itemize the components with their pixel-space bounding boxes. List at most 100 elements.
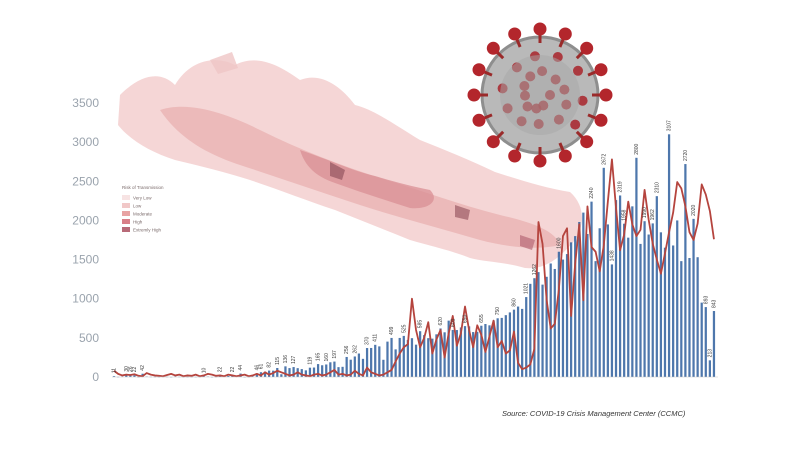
bar xyxy=(386,341,389,377)
bar xyxy=(618,195,622,377)
bar xyxy=(590,201,593,377)
bar xyxy=(227,375,230,377)
bar xyxy=(353,356,356,377)
bar-data-label: 136 xyxy=(283,355,289,364)
bar xyxy=(365,348,369,377)
bar xyxy=(521,308,524,377)
bar xyxy=(472,332,475,377)
legend-item-label: Moderate xyxy=(133,212,153,217)
trend-line-series xyxy=(113,158,715,378)
bar xyxy=(357,353,361,377)
spike-protein xyxy=(580,41,594,55)
legend-swatch xyxy=(122,227,130,232)
legend-item-label: Very Low xyxy=(133,196,152,201)
bar xyxy=(598,228,601,377)
bar xyxy=(586,233,589,377)
bar-data-label: 1438 xyxy=(609,250,615,261)
bar xyxy=(708,360,711,377)
bar xyxy=(635,157,638,377)
bar xyxy=(623,223,626,377)
bar xyxy=(594,261,597,377)
bar xyxy=(639,243,642,377)
bar xyxy=(439,328,442,377)
y-tick-label: 2000 xyxy=(72,213,99,227)
bar-data-label: 411 xyxy=(373,334,379,342)
spike-protein xyxy=(558,27,572,41)
bar-data-label: 213 xyxy=(707,349,713,358)
bar xyxy=(129,374,132,377)
bar xyxy=(341,366,344,377)
bar xyxy=(361,358,365,377)
bar xyxy=(321,365,324,377)
bar xyxy=(325,364,328,377)
bar xyxy=(337,367,340,377)
bar xyxy=(659,232,663,377)
bar xyxy=(480,325,483,377)
bar xyxy=(561,259,565,377)
legend-swatch xyxy=(122,211,130,216)
bar xyxy=(663,247,667,377)
bar-data-label: 44 xyxy=(238,365,244,371)
bar xyxy=(451,329,454,377)
bar-data-label: 61 xyxy=(258,363,264,369)
bar xyxy=(431,338,434,377)
bar-data-label: 2310 xyxy=(654,182,660,193)
bar xyxy=(455,330,458,377)
bar xyxy=(419,331,422,377)
source-note: Source: COVID-19 Crisis Management Cente… xyxy=(502,409,686,418)
spike-protein xyxy=(472,113,486,127)
bar-data-label: 585 xyxy=(418,320,424,329)
legend-title: Risk of Transmission xyxy=(122,185,164,190)
bar xyxy=(423,335,426,377)
bar xyxy=(476,331,479,377)
y-tick-label: 3000 xyxy=(72,135,99,149)
spike-protein xyxy=(558,149,572,163)
y-tick-label: 0 xyxy=(92,370,99,384)
bar xyxy=(574,236,577,377)
bar-data-label: 655 xyxy=(479,314,485,323)
bar-data-label: 10 xyxy=(201,367,207,373)
bar-data-label: 2319 xyxy=(618,181,624,192)
bar-data-label: 256 xyxy=(344,345,350,354)
bar-data-label: 650 xyxy=(463,315,469,324)
bar-data-label: 499 xyxy=(389,326,395,335)
bar-data-label: 860 xyxy=(511,298,517,307)
bar-data-label: 893 xyxy=(703,296,709,305)
bar xyxy=(414,344,418,377)
bar xyxy=(643,221,646,377)
bar xyxy=(680,261,683,377)
bar xyxy=(133,375,136,377)
bar xyxy=(300,369,303,377)
bar xyxy=(529,283,532,377)
bar xyxy=(488,325,491,377)
bar-data-label: 3107 xyxy=(667,120,673,131)
bar xyxy=(398,337,401,377)
bar xyxy=(578,221,581,377)
bar-data-label: 262 xyxy=(352,345,358,354)
legend-item-label: High xyxy=(133,220,143,225)
bar-data-label: 843 xyxy=(711,299,717,308)
bar xyxy=(263,371,267,377)
bar xyxy=(516,306,520,377)
bar xyxy=(684,164,687,377)
bar-data-label: 22 xyxy=(218,366,224,372)
y-tick-label: 1500 xyxy=(72,253,99,267)
bar xyxy=(651,223,654,377)
bar xyxy=(672,245,675,377)
legend-item-label: Extremly High xyxy=(133,228,162,233)
bar xyxy=(284,366,287,377)
bar-data-label: 2020 xyxy=(691,205,697,216)
bar xyxy=(525,297,528,377)
bar xyxy=(696,257,699,377)
bar xyxy=(627,237,630,377)
spike-protein xyxy=(533,22,547,36)
bar-data-label: 165 xyxy=(316,353,322,362)
spike-protein xyxy=(533,154,547,168)
bar xyxy=(557,251,560,377)
bar xyxy=(631,206,634,377)
bar xyxy=(712,311,716,377)
bar-data-label: 750 xyxy=(495,307,501,316)
bar xyxy=(614,200,618,377)
